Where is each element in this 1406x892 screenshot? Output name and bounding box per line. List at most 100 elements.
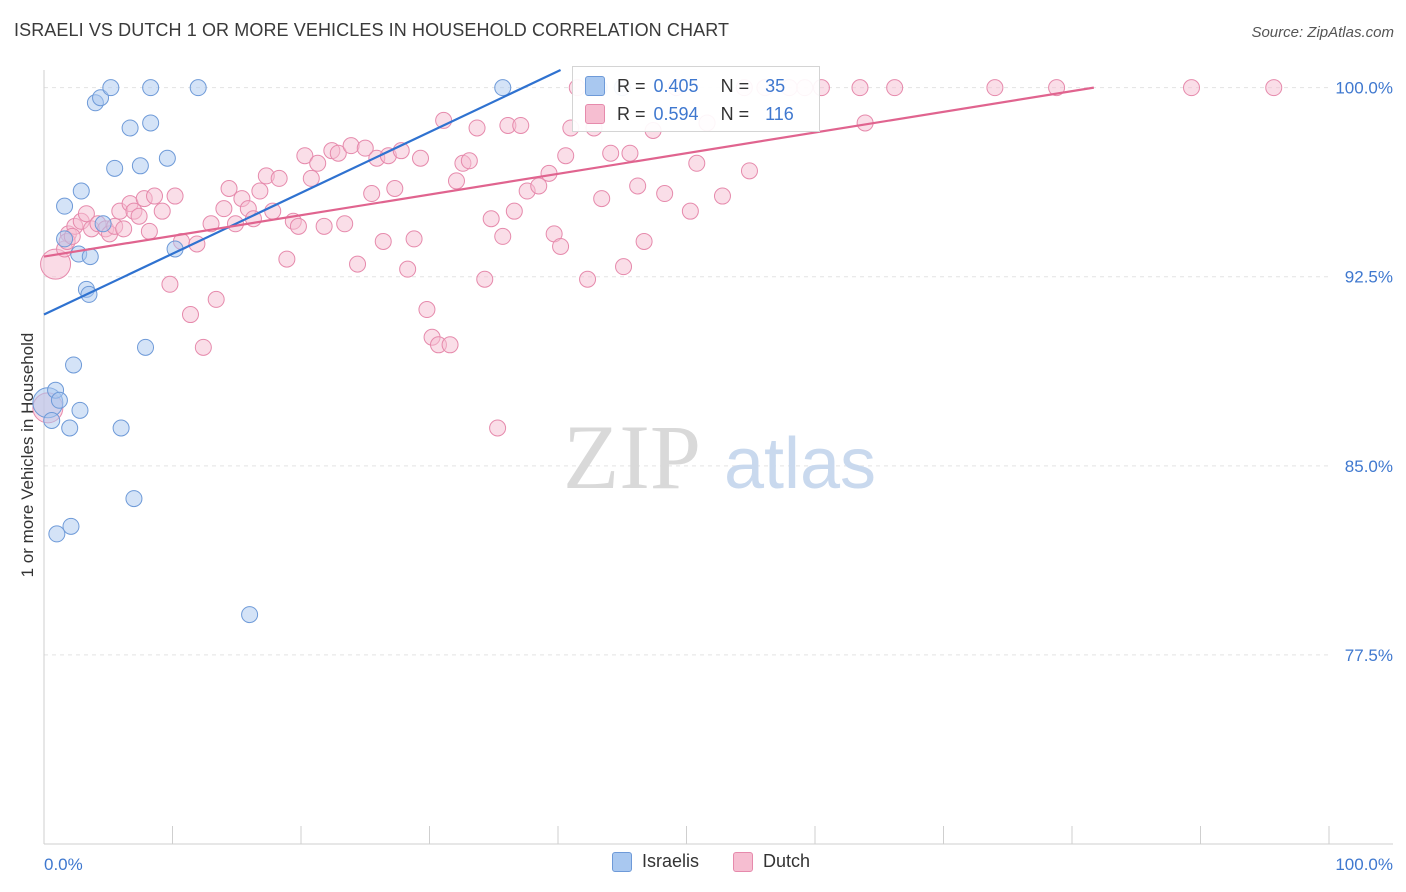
dutch-point [302, 169, 320, 187]
axes [43, 70, 1393, 845]
israelis-point [112, 419, 130, 437]
dutch-point [356, 139, 374, 157]
dutch-point [418, 301, 436, 319]
dutch-point [615, 258, 633, 276]
tick-labels: 100.0% 92.5% 85.0% 77.5% 0.0% 100.0% [44, 79, 1393, 874]
dutch-point [181, 306, 199, 324]
israelis-point [43, 411, 61, 429]
legend-row-israelis: R = 0.405 N = 35 [585, 74, 785, 98]
x-tick-label: 0.0% [44, 855, 83, 874]
legend-row-dutch: R = 0.594 N = 116 [585, 102, 794, 126]
israelis-point [56, 197, 74, 215]
israelis-trend-line [43, 69, 562, 316]
dutch-point [688, 154, 706, 172]
dutch-point [1265, 79, 1283, 97]
dutch-point [349, 255, 367, 273]
dutch-point [656, 185, 674, 203]
legend-item-israelis[interactable]: Israelis [612, 851, 699, 872]
dutch-point [629, 177, 647, 195]
israelis-legend-label: Israelis [642, 851, 700, 871]
israelis-point [121, 119, 139, 137]
dutch-point [505, 202, 523, 220]
dutch-point [494, 227, 512, 245]
gridlines [44, 87, 1329, 656]
dutch-point [315, 217, 333, 235]
dutch-n-value: 116 [765, 103, 794, 124]
dutch-point [1183, 79, 1201, 97]
israelis-point [125, 490, 143, 508]
dutch-r-value: 0.594 [653, 103, 699, 124]
trend-lines [43, 69, 1095, 316]
israelis-point [92, 89, 110, 107]
dutch-point [220, 179, 238, 197]
dutch-point [140, 222, 158, 240]
dutch-point [482, 210, 500, 228]
israelis-point [142, 79, 160, 97]
dutch-point [602, 144, 620, 162]
israelis-point [494, 79, 512, 97]
dutch-point [270, 169, 288, 187]
dutch-point [489, 419, 507, 437]
dutch-point [194, 338, 212, 356]
israelis-point [71, 401, 89, 419]
series-legend: Israelis Dutch [612, 851, 844, 872]
israelis-point [142, 114, 160, 132]
israelis-point [137, 338, 155, 356]
dutch-point [251, 182, 269, 200]
dutch-point [207, 290, 225, 308]
watermark-atlas: atlas [724, 424, 876, 504]
chart-title: ISRAELI VS DUTCH 1 OR MORE VEHICLES IN H… [14, 20, 730, 40]
dutch-point [130, 207, 148, 225]
dutch-n-label: N = [720, 103, 750, 124]
correlation-legend: R = 0.405 N = 35 R = 0.594 N = 116 [572, 66, 820, 132]
dutch-legend-label: Dutch [763, 851, 811, 871]
dutch-point [215, 200, 233, 218]
dutch-point [476, 270, 494, 288]
dutch-r-label: R = [617, 103, 646, 124]
dutch-legend-swatch [733, 851, 754, 872]
dutch-point [374, 232, 392, 250]
data-points [32, 79, 1283, 624]
dutch-point [161, 275, 179, 293]
dutch-point [202, 215, 220, 233]
dutch-point [289, 217, 307, 235]
dutch-point [621, 144, 639, 162]
dutch-trend-line [43, 86, 1095, 258]
y-tick-label: 100.0% [1335, 79, 1393, 98]
israelis-point [94, 215, 112, 233]
dutch-point [557, 147, 575, 165]
dutch-point [386, 179, 404, 197]
dutch-point [579, 270, 597, 288]
watermark-zip: ZIP [563, 406, 701, 508]
dutch-point [363, 185, 381, 203]
dutch-point [342, 137, 360, 155]
dutch-point [405, 230, 423, 248]
dutch-point [512, 116, 530, 134]
israelis-n-value: 35 [765, 75, 786, 96]
dutch-point [713, 187, 731, 205]
dutch-point [309, 154, 327, 172]
dutch-point [412, 149, 430, 167]
dutch-point [460, 152, 478, 170]
israelis-point [189, 79, 207, 97]
dutch-point [278, 250, 296, 268]
dutch-point [115, 220, 133, 238]
dutch-point [468, 119, 486, 137]
dutch-point [166, 187, 184, 205]
dutch-point [986, 79, 1004, 97]
israelis-point [106, 159, 124, 177]
israelis-point [72, 182, 90, 200]
y-tick-label: 85.0% [1345, 457, 1393, 476]
israelis-point [131, 157, 149, 175]
dutch-point [296, 147, 314, 165]
dutch-point [447, 172, 465, 190]
israelis-point [65, 356, 83, 374]
dutch-point [77, 205, 95, 223]
legend-item-dutch[interactable]: Dutch [733, 851, 810, 872]
israelis-r-label: R = [617, 75, 646, 96]
dutch-point [681, 202, 699, 220]
israelis-legend-swatch [612, 851, 632, 872]
dutch-point [441, 336, 459, 354]
y-tick-label: 77.5% [1345, 646, 1393, 665]
